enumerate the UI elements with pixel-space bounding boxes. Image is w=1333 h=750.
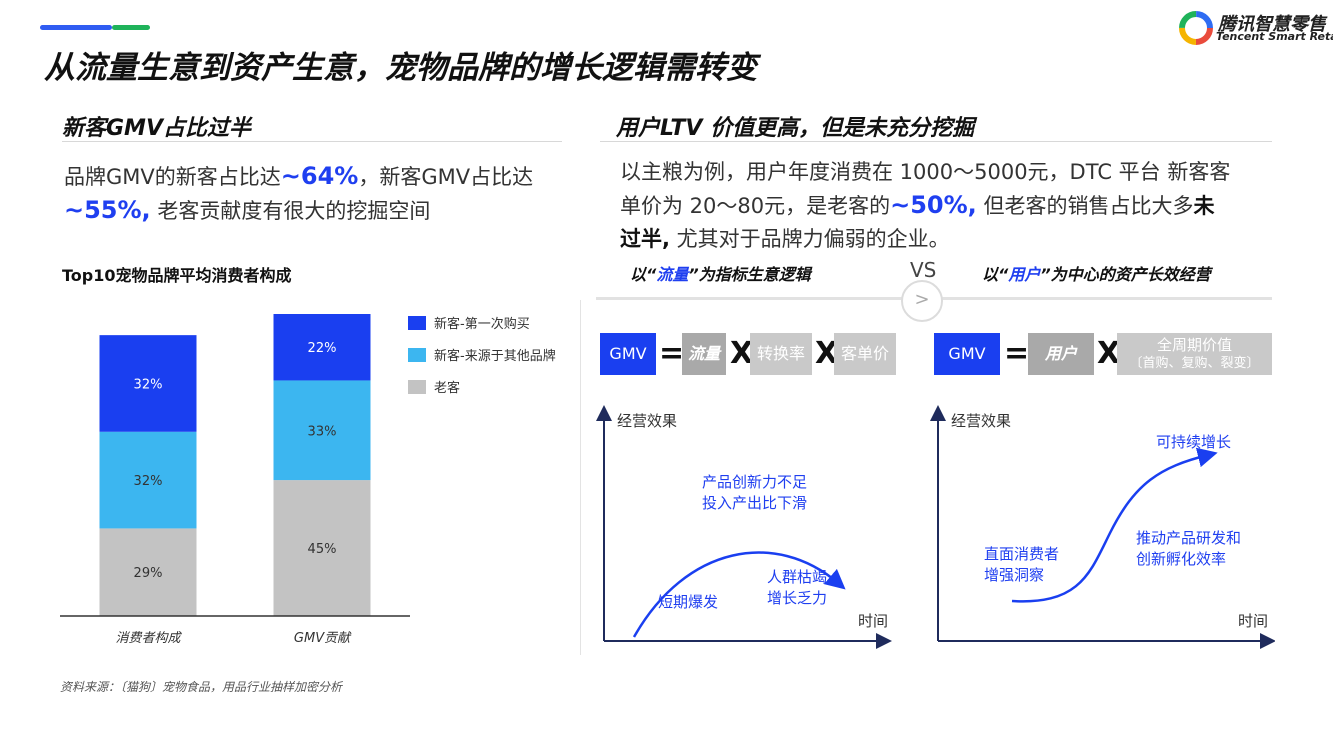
formula-equals-2: =	[1004, 336, 1030, 371]
right-desc-bold-1: 未	[1193, 194, 1215, 218]
user-y-label: 经营效果	[951, 412, 1012, 430]
right-section-divider	[600, 141, 1272, 142]
traffic-logic-post: ”为指标生意逻辑	[688, 265, 811, 284]
left-desc-text-3: 老客贡献度有很大的挖掘空间	[150, 199, 431, 223]
user-logic-post: ”为中心的资产长效经营	[1040, 265, 1211, 284]
legend-swatch-other-brands	[408, 348, 426, 362]
user-note-top: 可持续增长	[1156, 433, 1232, 451]
bar-segment	[99, 528, 197, 616]
bar-segment	[273, 380, 371, 481]
traffic-y-label: 经营效果	[617, 412, 678, 430]
traffic-note-left: 短期爆发	[658, 593, 719, 611]
chevron-right-icon: >	[901, 280, 943, 322]
bar-data-label: 33%	[308, 424, 337, 439]
right-desc-line-2a: 单价为 20～80元，是老客的	[620, 194, 891, 218]
traffic-logic-label: 以“流量”为指标生意逻辑	[630, 261, 811, 285]
stacked-bar-chart: 29% 32% 32% 消费者构成 45% 33% 22% GMV贡献	[60, 314, 410, 646]
left-description: 品牌GMV的新客占比达~64%，新客GMV占比达 ~55%, 老客贡献度有很大的…	[64, 160, 574, 228]
legend-label-other-brands: 新客-来源于其他品牌	[434, 349, 556, 364]
traffic-logic-highlight: 流量	[656, 265, 689, 284]
accent-bar-blue	[40, 25, 112, 30]
bar-segment	[273, 314, 371, 381]
user-logic-highlight: 用户	[1008, 265, 1041, 284]
traffic-note-right-2: 增长乏力	[767, 589, 828, 607]
right-desc-line-1: 以主粮为例，用户年度消费在 1000～5000元，DTC 平台 新客客	[620, 160, 1231, 184]
user-x-label: 时间	[1238, 612, 1269, 630]
formula-unit-price-box: 客单价	[834, 333, 896, 375]
legend-label-returning: 老客	[434, 381, 461, 396]
vs-text: VS	[910, 258, 937, 282]
legend-label-first-purchase: 新客-第一次购买	[434, 317, 530, 332]
bar-data-label: 29%	[134, 566, 163, 581]
traffic-note-right: 人群枯竭 增长乏力	[767, 567, 827, 609]
left-desc-text-2: ，新客GMV占比达	[358, 165, 534, 189]
traffic-curve-diagram	[596, 405, 892, 649]
traffic-curve	[632, 551, 846, 638]
left-desc-highlight-1: ~64%	[280, 162, 359, 190]
logo-chinese-text: 腾讯智慧零售	[1218, 14, 1326, 35]
user-note-mid-1: 推动产品研发和	[1136, 529, 1242, 547]
right-desc-bold-2: 过半,	[620, 227, 670, 251]
formula-users-box: 用户	[1028, 333, 1094, 375]
formula-gmv-box: GMV	[600, 333, 656, 375]
left-section-title: 新客GMV占比过半	[62, 116, 251, 141]
tencent-logo: 腾讯智慧零售 Tencent Smart Retail	[1178, 10, 1333, 46]
bar-segment	[273, 480, 371, 616]
vertical-divider	[580, 300, 581, 655]
user-note-left-1: 直面消费者	[984, 545, 1060, 563]
left-desc-highlight-2: ~55%,	[64, 196, 151, 224]
bar-data-label: 22%	[308, 341, 337, 356]
right-desc-highlight: ~50%,	[890, 191, 977, 219]
tencent-smart-retail-logo-icon	[1179, 11, 1213, 45]
formula-equals: =	[659, 336, 685, 371]
right-description: 以主粮为例，用户年度消费在 1000～5000元，DTC 平台 新客客 单价为 …	[620, 156, 1270, 256]
source-note: 资料来源：〔猫狗〕宠物食品，用品行业抽样加密分析	[60, 680, 343, 694]
formula-multiply-2: X	[815, 336, 839, 371]
legend-item-other-brands: 新客-来源于其他品牌	[408, 345, 556, 364]
right-desc-line-3b: 尤其对于品牌力偏弱的企业。	[669, 227, 950, 251]
traffic-note-top: 产品创新力不足 投入产出比下滑	[702, 472, 807, 514]
logo-english-text: Tencent Smart Retail	[1216, 30, 1333, 43]
traffic-note-right-1: 人群枯竭	[767, 568, 828, 586]
formula-traffic-box: 流量	[682, 333, 726, 375]
chart-legend: 新客-第一次购买 新客-来源于其他品牌 老客	[408, 313, 556, 396]
lifetime-line-2: 〔首购、复购、裂变〕	[1129, 356, 1260, 371]
user-note-mid-2: 创新孵化效率	[1136, 550, 1227, 568]
chart-title: Top10宠物品牌平均消费者构成	[62, 266, 292, 285]
user-note-left-2: 增强洞察	[984, 566, 1045, 584]
traffic-note-top-1: 产品创新力不足	[702, 473, 808, 491]
user-logic-pre: 以“	[982, 265, 1009, 284]
bar-data-label: 32%	[134, 377, 163, 392]
user-note-left: 直面消费者 增强洞察	[984, 544, 1059, 586]
formula-conversion-box: 转换率	[750, 333, 812, 375]
bar-data-label: 45%	[308, 542, 337, 557]
page-title: 从流量生意到资产生意，宠物品牌的增长逻辑需转变	[44, 50, 757, 86]
formula-gmv-box-2: GMV	[934, 333, 1000, 375]
user-curve-diagram	[930, 405, 1275, 649]
legend-swatch-first-purchase	[408, 316, 426, 330]
legend-item-returning: 老客	[408, 377, 556, 396]
right-section-title: 用户LTV 价值更高，但是未充分挖掘	[616, 116, 975, 141]
legend-item-first-purchase: 新客-第一次购买	[408, 313, 556, 332]
formula-multiply-3: X	[1097, 336, 1121, 371]
user-note-mid: 推动产品研发和 创新孵化效率	[1136, 528, 1241, 570]
traffic-note-top-2: 投入产出比下滑	[702, 494, 808, 512]
formula-multiply-1: X	[730, 336, 754, 371]
right-desc-line-2b: 但老客的销售占比大多	[976, 194, 1194, 218]
lifetime-line-1: 全周期价值	[1156, 336, 1232, 354]
bar-segment	[99, 335, 197, 432]
bar-segment	[99, 431, 197, 529]
traffic-x-label: 时间	[858, 612, 889, 630]
user-logic-label: 以“用户”为中心的资产长效经营	[982, 261, 1211, 285]
category-tick-label: GMV贡献	[294, 631, 352, 646]
left-desc-text-1: 品牌GMV的新客占比达	[64, 165, 281, 189]
left-section-divider	[62, 141, 562, 142]
bar-data-label: 32%	[134, 474, 163, 489]
traffic-logic-pre: 以“	[630, 265, 657, 284]
user-growth-curve	[1011, 447, 1218, 603]
accent-bar-green	[112, 25, 150, 30]
legend-swatch-returning	[408, 380, 426, 394]
formula-lifetime-box: 全周期价值 〔首购、复购、裂变〕	[1117, 333, 1272, 375]
category-tick-label: 消费者构成	[115, 631, 182, 646]
